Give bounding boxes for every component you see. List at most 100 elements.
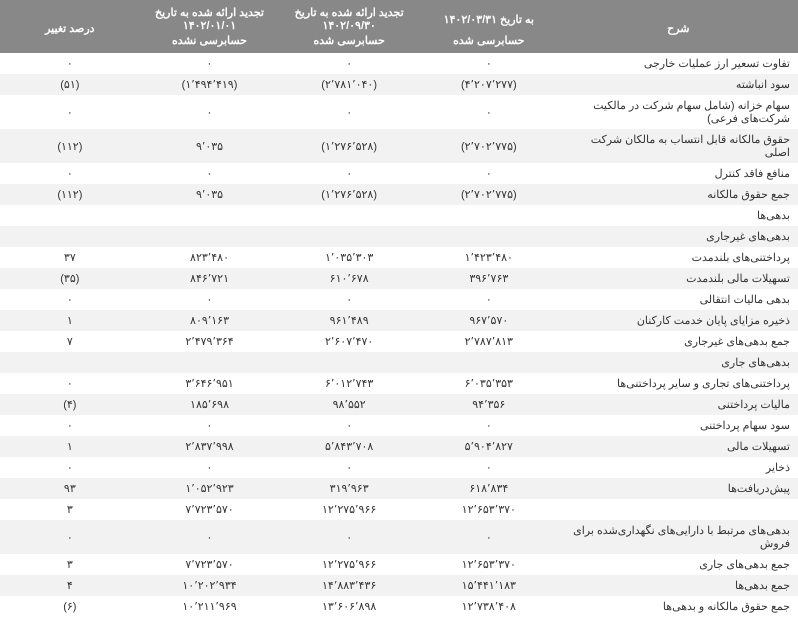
row-desc: پرداختنی‌های بلندمدت — [559, 247, 798, 268]
row-desc: ذخایر — [559, 457, 798, 478]
table-row: بدهی‌های جاری — [0, 352, 798, 373]
table-row: سهام خزانه (شامل سهام شرکت در مالکیت شرک… — [0, 95, 798, 129]
table-row: پرداختنی‌های تجاری و سایر پرداختنی‌ها۶٬۰… — [0, 373, 798, 394]
table-row: جمع بدهی‌های غیرجاری۲٬۷۸۷٬۸۱۳۲٬۶۰۷٬۴۷۰۲٬… — [0, 331, 798, 352]
row-desc: بدهی مالیات انتقالی — [559, 289, 798, 310]
row-value: ۱۲٬۶۵۳٬۳۷۰ — [419, 554, 559, 575]
row-value — [279, 352, 419, 373]
row-value — [419, 205, 559, 226]
row-value: (۲٬۷۰۲٬۷۷۵) — [419, 184, 559, 205]
row-value: ۳۱۹٬۹۶۳ — [279, 478, 419, 499]
row-value: ۹٬۰۳۵ — [140, 129, 280, 163]
table-row: سود سهام پرداختنی۰۰۰۰ — [0, 415, 798, 436]
row-desc: جمع حقوق مالکانه و بدهی‌ها — [559, 596, 798, 617]
row-value: ۰ — [419, 520, 559, 554]
table-row: بدهی مالیات انتقالی۰۰۰۰ — [0, 289, 798, 310]
row-value: ۳۹۶٬۷۶۳ — [419, 268, 559, 289]
row-value — [140, 205, 280, 226]
row-value: (۱٬۴۹۴٬۴۱۹) — [140, 74, 280, 95]
row-value: ۲٬۷۸۷٬۸۱۳ — [419, 331, 559, 352]
row-value: ۰ — [279, 415, 419, 436]
table-row: سود انباشته(۴٬۲۰۷٬۲۷۷)(۲٬۷۸۱٬۰۴۰)(۱٬۴۹۴٬… — [0, 74, 798, 95]
table-row: جمع حقوق مالکانه(۲٬۷۰۲٬۷۷۵)(۱٬۲۷۶٬۵۲۸)۹٬… — [0, 184, 798, 205]
row-value: ۹٬۰۳۵ — [140, 184, 280, 205]
table-row: جمع حقوق مالکانه و بدهی‌ها۱۲٬۷۳۸٬۴۰۸۱۳٬۶… — [0, 596, 798, 617]
table-header: شرح به تاریخ ۱۴۰۲/۰۳/۳۱ تجدید ارائه شده … — [0, 0, 798, 53]
financial-table: شرح به تاریخ ۱۴۰۲/۰۳/۳۱ تجدید ارائه شده … — [0, 0, 798, 617]
row-value: ۳٬۶۴۶٬۹۵۱ — [140, 373, 280, 394]
table-row: پرداختنی‌های بلندمدت۱٬۴۲۳٬۴۸۰۱٬۰۳۵٬۳۰۳۸۲… — [0, 247, 798, 268]
row-value: (۱۱۲) — [0, 184, 140, 205]
table-row: تفاوت تسعیر ارز عملیات خارجی۰۰۰۰ — [0, 53, 798, 74]
row-value: ۱۰٬۲۰۲٬۹۳۴ — [140, 575, 280, 596]
row-value: ۸۰۹٬۱۶۳ — [140, 310, 280, 331]
row-value: ۱۲٬۷۳۸٬۴۰۸ — [419, 596, 559, 617]
table-row: ذخیره مزایای پایان خدمت کارکنان۹۶۷٬۵۷۰۹۶… — [0, 310, 798, 331]
row-value: ۰ — [140, 289, 280, 310]
row-value: ۹۳ — [0, 478, 140, 499]
row-desc: سود انباشته — [559, 74, 798, 95]
row-value: ۱۲٬۶۵۳٬۳۷۰ — [419, 499, 559, 520]
header-col4: درصد تغییر — [0, 0, 140, 53]
row-value: ۹۸٬۵۵۲ — [279, 394, 419, 415]
header-col3-sub: حسابرسی نشده — [140, 34, 280, 53]
row-value: ۸۴۶٬۷۲۱ — [140, 268, 280, 289]
table-row: تسهیلات مالی۵٬۹۰۴٬۸۲۷۵٬۸۴۳٬۷۰۸۲٬۸۳۷٬۹۹۸۱ — [0, 436, 798, 457]
row-value: ۰ — [419, 95, 559, 129]
row-value: (۲٬۷۰۲٬۷۷۵) — [419, 129, 559, 163]
row-value — [0, 352, 140, 373]
row-value: ۵٬۹۰۴٬۸۲۷ — [419, 436, 559, 457]
row-desc: جمع بدهی‌های غیرجاری — [559, 331, 798, 352]
row-value: ۷ — [0, 331, 140, 352]
row-value: ۱٬۰۵۲٬۹۲۳ — [140, 478, 280, 499]
row-value: ۷٬۷۲۳٬۵۷۰ — [140, 499, 280, 520]
row-value: ۹۶۱٬۴۸۹ — [279, 310, 419, 331]
row-value: ۸۲۳٬۴۸۰ — [140, 247, 280, 268]
row-value: (۱٬۲۷۶٬۵۲۸) — [279, 129, 419, 163]
row-value: ۰ — [140, 163, 280, 184]
row-desc: جمع حقوق مالکانه — [559, 184, 798, 205]
table-row: بدهی‌های مرتبط با دارایی‌های نگهداری‌شده… — [0, 520, 798, 554]
row-value: ۶۱۰٬۶۷۸ — [279, 268, 419, 289]
row-value: ۰ — [279, 520, 419, 554]
row-desc: بدهی‌ها — [559, 205, 798, 226]
row-value: ۴ — [0, 575, 140, 596]
header-col3-date: تجدید ارائه شده به تاریخ ۱۴۰۲/۰۱/۰۱ — [140, 0, 280, 34]
row-value: ۱٬۴۲۳٬۴۸۰ — [419, 247, 559, 268]
table-row: تسهیلات مالی بلندمدت۳۹۶٬۷۶۳۶۱۰٬۶۷۸۸۴۶٬۷۲… — [0, 268, 798, 289]
row-value — [0, 226, 140, 247]
row-value: ۰ — [279, 289, 419, 310]
row-value: ۰ — [419, 457, 559, 478]
row-value: ۲٬۸۳۷٬۹۹۸ — [140, 436, 280, 457]
row-value: ۷٬۷۲۳٬۵۷۰ — [140, 554, 280, 575]
table-row: حقوق مالکانه قابل انتساب به مالکان شرکت … — [0, 129, 798, 163]
row-value: ۰ — [0, 95, 140, 129]
row-value: ۱۰٬۲۱۱٬۹۶۹ — [140, 596, 280, 617]
row-desc: ذخیره مزایای پایان خدمت کارکنان — [559, 310, 798, 331]
row-desc: سود سهام پرداختنی — [559, 415, 798, 436]
row-value: ۱۵٬۴۴۱٬۱۸۳ — [419, 575, 559, 596]
row-value: (۱٬۲۷۶٬۵۲۸) — [279, 184, 419, 205]
header-col1-date: به تاریخ ۱۴۰۲/۰۳/۳۱ — [419, 0, 559, 34]
row-value: ۰ — [279, 457, 419, 478]
row-value: (۴٬۲۰۷٬۲۷۷) — [419, 74, 559, 95]
row-value: ۰ — [419, 415, 559, 436]
row-value: ۰ — [0, 289, 140, 310]
row-value: ۱٬۰۳۵٬۳۰۳ — [279, 247, 419, 268]
row-value: (۶) — [0, 596, 140, 617]
row-desc: منافع فاقد کنترل — [559, 163, 798, 184]
row-value: ۱ — [0, 310, 140, 331]
row-value: ۰ — [140, 53, 280, 74]
row-desc: بدهی‌های مرتبط با دارایی‌های نگهداری‌شده… — [559, 520, 798, 554]
row-value — [140, 352, 280, 373]
table-row: مالیات پرداختنی۹۴٬۳۵۶۹۸٬۵۵۲۱۸۵٬۶۹۸(۴) — [0, 394, 798, 415]
row-value: ۰ — [0, 373, 140, 394]
row-value: (۲٬۷۸۱٬۰۴۰) — [279, 74, 419, 95]
row-value: ۶٬۰۱۲٬۷۴۳ — [279, 373, 419, 394]
table-row: پیش‌دریافت‌ها۶۱۸٬۸۳۴۳۱۹٬۹۶۳۱٬۰۵۲٬۹۲۳۹۳ — [0, 478, 798, 499]
row-value: ۳۷ — [0, 247, 140, 268]
row-value: ۶٬۰۳۵٬۳۵۳ — [419, 373, 559, 394]
row-desc — [559, 499, 798, 520]
row-desc: سهام خزانه (شامل سهام شرکت در مالکیت شرک… — [559, 95, 798, 129]
row-value: ۰ — [0, 415, 140, 436]
